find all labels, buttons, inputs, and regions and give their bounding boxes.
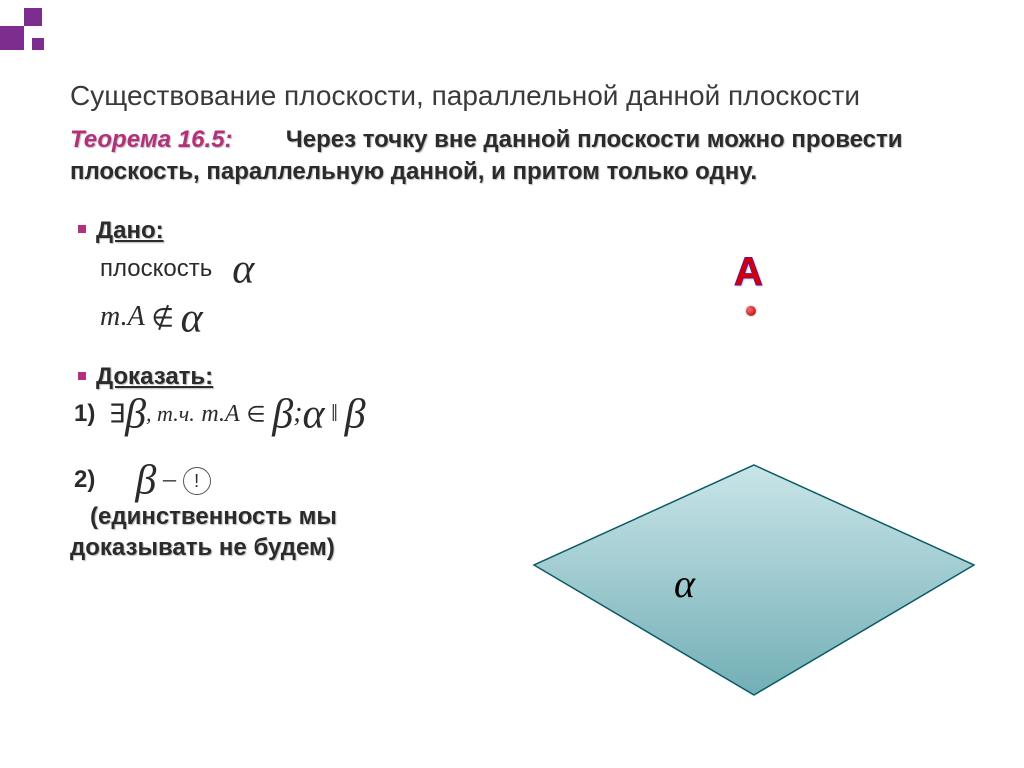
corner-decoration — [0, 8, 70, 68]
bullet-icon — [78, 372, 86, 380]
theorem-label: Теорема 16.5: — [70, 126, 233, 153]
theorem-statement: Теорема 16.5: Через точку вне данной пло… — [70, 124, 984, 189]
point-a-label: А — [734, 250, 763, 295]
point-a-dot — [746, 306, 756, 316]
bullet-icon — [78, 225, 86, 233]
plane-shape — [524, 250, 984, 710]
given-header: Дано: — [70, 217, 984, 245]
plane-alpha-label: α — [674, 560, 695, 607]
page-title: Существование плоскости, параллельной да… — [70, 80, 984, 112]
geometry-figure: А α — [524, 250, 984, 700]
uniqueness-mark: ! — [183, 467, 211, 495]
